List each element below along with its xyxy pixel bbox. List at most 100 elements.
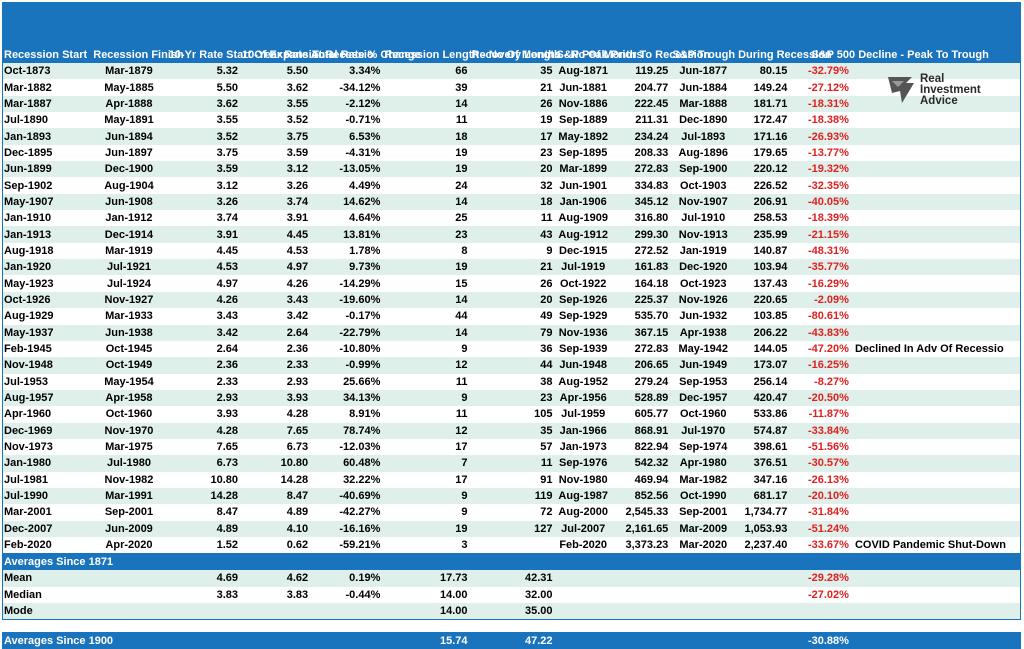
- rate-at-recession-cell: 4.10: [240, 520, 311, 537]
- rate-start-cell: 6.73: [166, 455, 240, 472]
- sp-decline-cell: -33.67%: [789, 536, 851, 554]
- sp-peak-value-cell: 469.94: [611, 471, 671, 488]
- recession-start-cell: Oct-1873: [2, 63, 92, 80]
- spacer-row: [2, 619, 1021, 633]
- rate-change-cell: -16.16%: [310, 520, 383, 537]
- rate-start-cell: 3.12: [166, 177, 240, 194]
- rate-change-cell: -2.12%: [310, 95, 383, 113]
- recession-finish-cell: Nov-1970: [91, 422, 167, 439]
- rate-at-recession-cell: 3.55: [240, 95, 311, 113]
- recession-start-cell: Jun-1899: [2, 161, 92, 178]
- recession-length-cell: 24: [382, 177, 470, 194]
- rate-start-cell: 4.97: [166, 275, 240, 292]
- recovery-length-cell: 26: [469, 95, 555, 113]
- rate-start-cell: 2.33: [166, 373, 240, 390]
- rate-at-recession-cell: 3.52: [240, 112, 311, 129]
- sp-trough-date-cell: Apr-1980: [670, 455, 737, 472]
- sp-decline-cell: -33.84%: [789, 422, 851, 439]
- recovery-length-cell: 38: [469, 373, 555, 390]
- mode-recession-length: 14.00: [382, 603, 470, 620]
- recovery-length-cell: 21: [469, 259, 555, 276]
- avg1900-recession-length: 15.74: [382, 632, 470, 649]
- sp-trough-value-cell: 2,237.40: [736, 536, 790, 554]
- table-row: Jan-1920 Jul-1921 4.53 4.97 9.73% 19 21 Jul-191…: [2, 259, 1021, 276]
- sp-peak-date-cell: Aug-1912: [554, 226, 612, 243]
- recession-start-cell: Oct-1926: [2, 291, 92, 309]
- sp-peak-date-cell: Jan-1906: [554, 193, 612, 211]
- table-row: Feb-2020 Apr-2020 1.52 0.62 -59.21% 3 Feb-2020…: [2, 536, 1021, 554]
- recession-start-cell: Feb-1945: [2, 340, 92, 358]
- rate-start-cell: 4.28: [166, 422, 240, 439]
- note-cell: [850, 520, 1021, 537]
- rate-change-cell: -4.31%: [310, 144, 383, 162]
- recession-length-cell: 19: [382, 144, 470, 162]
- sp-trough-date-cell: Oct-1960: [670, 406, 737, 423]
- recession-finish-cell: Mar-1919: [91, 242, 167, 260]
- sp-peak-value-cell: 822.94: [611, 438, 671, 456]
- sp-trough-value-cell: 103.94: [736, 259, 790, 276]
- recession-length-cell: 17: [382, 438, 470, 456]
- table-row: Dec-2007 Jun-2009 4.89 4.10 -16.16% 19 127 Jul-…: [2, 520, 1021, 537]
- rate-start-cell: 3.93: [166, 406, 240, 423]
- table-row: Jan-1893 Jun-1894 3.52 3.75 6.53% 18 17 May-189…: [2, 128, 1021, 145]
- sp-peak-value-cell: 3,373.23: [611, 536, 671, 554]
- sp-decline-cell: -32.79%: [789, 63, 851, 80]
- table-row: Nov-1948 Oct-1949 2.36 2.33 -0.99% 12 44 Jun-19…: [2, 357, 1021, 374]
- sp-decline-cell: -20.10%: [789, 487, 851, 505]
- sp-trough-date-cell: Sep-1974: [670, 438, 737, 456]
- rate-start-cell: 4.26: [166, 291, 240, 309]
- recession-start-cell: Jul-1981: [2, 471, 92, 488]
- recession-finish-cell: Jun-1894: [91, 128, 167, 145]
- rate-at-recession-cell: 3.59: [240, 144, 311, 162]
- rate-at-recession-cell: 3.62: [240, 79, 311, 96]
- sp-peak-value-cell: 299.30: [611, 226, 671, 243]
- header-sp-decline: S&P 500 Decline - Peak To Trough: [789, 2, 1021, 63]
- recovery-length-cell: 57: [469, 438, 555, 456]
- note-cell: [850, 128, 1021, 145]
- table-row: Jan-1910 Jan-1912 3.74 3.91 4.64% 25 11 Aug-190…: [2, 210, 1021, 227]
- table-row: Dec-1969 Nov-1970 4.28 7.65 78.74% 12 35 Jan-19…: [2, 422, 1021, 439]
- recession-length-cell: 14: [382, 291, 470, 309]
- sp-decline-cell: -8.27%: [789, 373, 851, 390]
- note-cell: [850, 193, 1021, 211]
- mean-row: Mean 4.69 4.62 0.19% 17.73 42.31 -29.28%: [2, 570, 1021, 587]
- table-row: Apr-1960 Oct-1960 3.93 4.28 8.91% 11 105 Jul-19…: [2, 406, 1021, 423]
- sp-peak-value-cell: 272.52: [611, 242, 671, 260]
- recession-length-cell: 19: [382, 161, 470, 178]
- recession-finish-cell: Nov-1982: [91, 471, 167, 488]
- sp-peak-value-cell: 345.12: [611, 193, 671, 211]
- note-cell: [850, 242, 1021, 260]
- recession-length-cell: 14: [382, 95, 470, 113]
- rate-start-cell: 1.52: [166, 536, 240, 554]
- sp-peak-date-cell: Sep-1939: [554, 340, 612, 358]
- header-rate-at-recession: 10-Year Rate At Recessio: [240, 2, 374, 63]
- sp-trough-date-cell: Mar-1982: [670, 471, 737, 488]
- rate-start-cell: 3.55: [166, 112, 240, 129]
- sp-peak-date-cell: Jun-1901: [554, 177, 612, 194]
- recession-length-cell: 11: [382, 406, 470, 423]
- rate-start-cell: 2.64: [166, 340, 240, 358]
- rate-change-cell: -19.60%: [310, 291, 383, 309]
- rate-at-recession-cell: 2.64: [240, 324, 311, 341]
- rate-change-cell: 4.64%: [310, 210, 383, 227]
- rate-at-recession-cell: 2.36: [240, 340, 311, 358]
- rate-change-cell: -40.69%: [310, 487, 383, 505]
- sp-trough-value-cell: 574.87: [736, 422, 790, 439]
- table-row: Dec-1895 Jun-1897 3.75 3.59 -4.31% 19 23 Sep-18…: [2, 144, 1021, 162]
- note-cell: [850, 226, 1021, 243]
- recession-length-cell: 12: [382, 422, 470, 439]
- sp-trough-date-cell: Aug-1896: [670, 144, 737, 162]
- recession-length-cell: 19: [382, 259, 470, 276]
- sp-peak-date-cell: Sep-1976: [554, 455, 612, 472]
- rate-start-cell: 2.36: [166, 357, 240, 374]
- sp-trough-date-cell: Oct-1923: [670, 275, 737, 292]
- recession-finish-cell: Apr-1888: [91, 95, 167, 113]
- recovery-length-cell: 20: [469, 291, 555, 309]
- rate-start-cell: 3.62: [166, 95, 240, 113]
- sp-peak-date-cell: Jan-1973: [554, 438, 612, 456]
- note-cell: [850, 63, 1021, 80]
- rate-at-recession-cell: 7.65: [240, 422, 311, 439]
- rate-start-cell: 3.91: [166, 226, 240, 243]
- rate-change-cell: 9.73%: [310, 259, 383, 276]
- recession-start-cell: Apr-1960: [2, 406, 92, 423]
